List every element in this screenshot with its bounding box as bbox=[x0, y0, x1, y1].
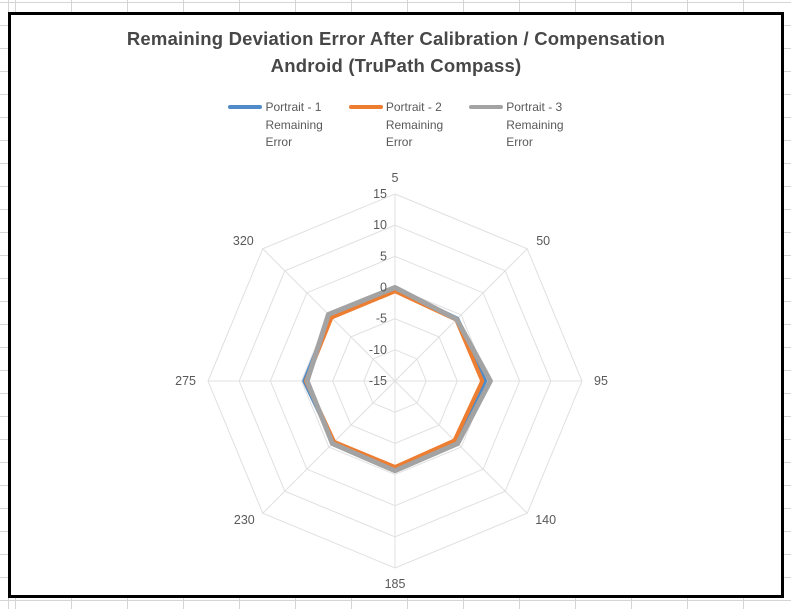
legend-label-portrait-3: Portrait - 3 Remaining Error bbox=[506, 99, 563, 152]
category-label: 5 bbox=[392, 171, 399, 185]
axis-tick-label: -15 bbox=[369, 374, 387, 388]
series-line-portrait-3[interactable] bbox=[304, 285, 493, 474]
category-label: 140 bbox=[535, 513, 556, 527]
category-label: 50 bbox=[536, 234, 550, 248]
legend-label-line: Error bbox=[385, 135, 413, 149]
legend-label-line: Error bbox=[506, 135, 533, 149]
legend-label-line: Portrait - 1 bbox=[265, 100, 322, 114]
legend-label-line: Remaining bbox=[506, 117, 564, 132]
radar-spoke bbox=[394, 380, 528, 514]
axis-tick-label: 10 bbox=[373, 218, 387, 232]
chart-title-line2: Android (TruPath Compass) bbox=[270, 55, 522, 76]
category-label: 320 bbox=[233, 234, 254, 248]
category-label: 275 bbox=[175, 374, 196, 388]
axis-tick-label: 5 bbox=[380, 249, 387, 263]
chart-title[interactable]: Remaining Deviation Error After Calibrat… bbox=[11, 25, 781, 79]
radar-spoke bbox=[262, 380, 396, 514]
legend-label-line: Portrait - 2 bbox=[385, 100, 442, 114]
legend-swatch-portrait-3 bbox=[469, 105, 504, 109]
chart-frame[interactable]: Remaining Deviation Error After Calibrat… bbox=[8, 12, 784, 598]
axis-tick-label: 0 bbox=[380, 281, 387, 295]
axis-tick-label: 15 bbox=[373, 187, 387, 201]
legend: Portrait - 1 Remaining Error Portrait - … bbox=[11, 99, 781, 152]
category-label: 95 bbox=[594, 374, 608, 388]
legend-label-line: Portrait - 3 bbox=[506, 100, 563, 114]
legend-item-portrait-2[interactable]: Portrait - 2 Remaining Error bbox=[348, 99, 443, 152]
chart-title-line1: Remaining Deviation Error After Calibrat… bbox=[126, 28, 666, 49]
legend-label-portrait-2: Portrait - 2 Remaining Error bbox=[386, 99, 443, 152]
legend-label-line: Remaining bbox=[265, 117, 323, 132]
legend-swatch-portrait-1 bbox=[228, 105, 263, 109]
legend-item-portrait-1[interactable]: Portrait - 1 Remaining Error bbox=[228, 99, 323, 152]
category-label: 185 bbox=[385, 577, 406, 591]
axis-tick-label: -10 bbox=[369, 343, 387, 357]
legend-item-portrait-3[interactable]: Portrait - 3 Remaining Error bbox=[469, 99, 564, 152]
radar-spoke bbox=[394, 248, 528, 382]
legend-swatch-portrait-2 bbox=[348, 105, 383, 109]
legend-label-line: Error bbox=[265, 135, 293, 149]
category-label: 230 bbox=[234, 513, 255, 527]
legend-label-line: Remaining bbox=[385, 117, 444, 132]
axis-tick-label: -5 bbox=[376, 312, 387, 326]
legend-label-portrait-1: Portrait - 1 Remaining Error bbox=[265, 99, 322, 152]
